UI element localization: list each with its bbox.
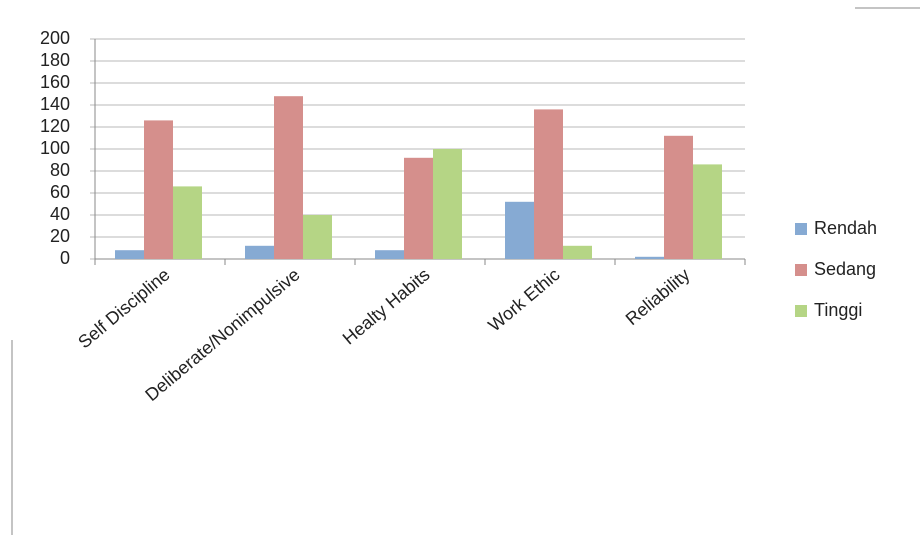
y-tick-label: 180 — [40, 50, 70, 70]
x-tick-label: Work Ethic — [484, 264, 563, 335]
y-tick-label: 0 — [60, 248, 70, 268]
bar — [534, 109, 563, 260]
y-tick-label: 160 — [40, 72, 70, 92]
bar — [693, 164, 722, 259]
y-tick-label: 140 — [40, 94, 70, 114]
legend-swatch — [795, 264, 807, 276]
bar — [274, 96, 303, 259]
y-tick-label: 200 — [40, 28, 70, 48]
y-tick-label: 100 — [40, 138, 70, 158]
bar — [173, 186, 202, 259]
y-tick-label: 80 — [50, 160, 70, 180]
legend-label: Tinggi — [814, 300, 862, 320]
legend-label: Sedang — [814, 259, 876, 279]
x-tick-label: Self Discipline — [74, 264, 173, 352]
y-tick-label: 60 — [50, 182, 70, 202]
y-tick-label: 40 — [50, 204, 70, 224]
x-tick-label: Reliability — [622, 264, 694, 329]
bar — [505, 201, 534, 259]
x-tick-label: Healty Habits — [339, 264, 434, 348]
bar — [563, 245, 592, 259]
y-tick-label: 120 — [40, 116, 70, 136]
bar — [303, 215, 332, 259]
bar — [664, 135, 693, 259]
bar — [635, 256, 664, 259]
legend-label: Rendah — [814, 218, 877, 238]
y-tick-label: 20 — [50, 226, 70, 246]
bar — [245, 245, 274, 259]
bar — [433, 149, 462, 259]
bar — [115, 250, 144, 259]
bar — [144, 120, 173, 260]
legend-swatch — [795, 223, 807, 235]
bar — [404, 157, 433, 259]
bar — [375, 250, 404, 259]
legend-swatch — [795, 305, 807, 317]
